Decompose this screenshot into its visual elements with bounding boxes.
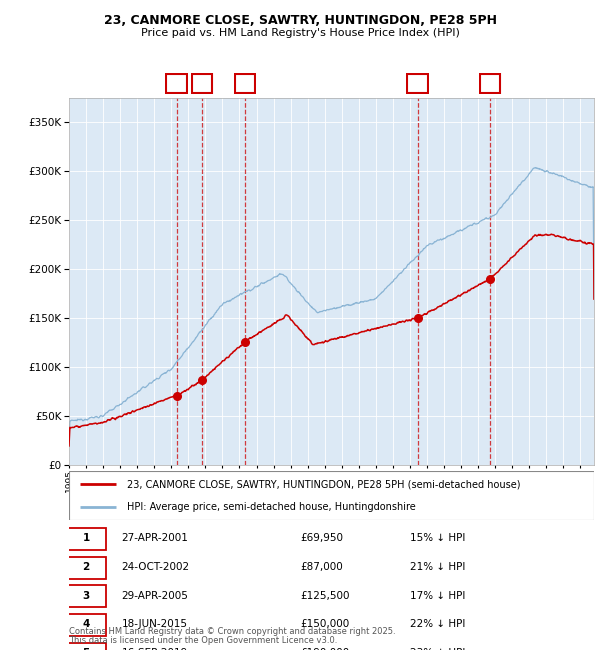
Text: 5: 5 <box>82 648 89 650</box>
Text: 15% ↓ HPI: 15% ↓ HPI <box>410 533 466 543</box>
Text: 18-JUN-2015: 18-JUN-2015 <box>121 619 187 629</box>
Text: £150,000: £150,000 <box>300 619 349 629</box>
Text: 27-APR-2001: 27-APR-2001 <box>121 533 188 543</box>
Text: £190,000: £190,000 <box>300 648 349 650</box>
Text: 17% ↓ HPI: 17% ↓ HPI <box>410 591 466 601</box>
Text: 16-SEP-2019: 16-SEP-2019 <box>121 648 188 650</box>
FancyBboxPatch shape <box>67 528 106 550</box>
Text: £69,950: £69,950 <box>300 533 343 543</box>
FancyBboxPatch shape <box>67 643 106 650</box>
Text: 3: 3 <box>82 591 89 601</box>
Text: 21% ↓ HPI: 21% ↓ HPI <box>410 562 466 572</box>
FancyBboxPatch shape <box>407 75 428 93</box>
Text: 2: 2 <box>82 562 89 572</box>
FancyBboxPatch shape <box>192 75 212 93</box>
Text: 22% ↓ HPI: 22% ↓ HPI <box>410 619 466 629</box>
Text: 23% ↓ HPI: 23% ↓ HPI <box>410 648 466 650</box>
Text: This data is licensed under the Open Government Licence v3.0.: This data is licensed under the Open Gov… <box>69 636 337 645</box>
FancyBboxPatch shape <box>235 75 255 93</box>
Text: 2: 2 <box>199 79 206 89</box>
Text: 1: 1 <box>82 533 89 543</box>
FancyBboxPatch shape <box>166 75 187 93</box>
Text: £87,000: £87,000 <box>300 562 343 572</box>
FancyBboxPatch shape <box>67 585 106 607</box>
Text: Contains HM Land Registry data © Crown copyright and database right 2025.: Contains HM Land Registry data © Crown c… <box>69 627 395 636</box>
FancyBboxPatch shape <box>67 556 106 578</box>
Text: 4: 4 <box>82 619 90 629</box>
Text: 5: 5 <box>487 79 494 89</box>
Text: 3: 3 <box>241 79 248 89</box>
Text: 29-APR-2005: 29-APR-2005 <box>121 591 188 601</box>
Text: 24-OCT-2002: 24-OCT-2002 <box>121 562 190 572</box>
Text: HPI: Average price, semi-detached house, Huntingdonshire: HPI: Average price, semi-detached house,… <box>127 502 415 512</box>
Text: 23, CANMORE CLOSE, SAWTRY, HUNTINGDON, PE28 5PH: 23, CANMORE CLOSE, SAWTRY, HUNTINGDON, P… <box>104 14 497 27</box>
Text: £125,500: £125,500 <box>300 591 349 601</box>
FancyBboxPatch shape <box>67 614 106 636</box>
Text: 23, CANMORE CLOSE, SAWTRY, HUNTINGDON, PE28 5PH (semi-detached house): 23, CANMORE CLOSE, SAWTRY, HUNTINGDON, P… <box>127 480 520 489</box>
FancyBboxPatch shape <box>480 75 500 93</box>
Text: 1: 1 <box>173 79 181 89</box>
Text: Price paid vs. HM Land Registry's House Price Index (HPI): Price paid vs. HM Land Registry's House … <box>140 28 460 38</box>
Text: 4: 4 <box>414 79 421 89</box>
